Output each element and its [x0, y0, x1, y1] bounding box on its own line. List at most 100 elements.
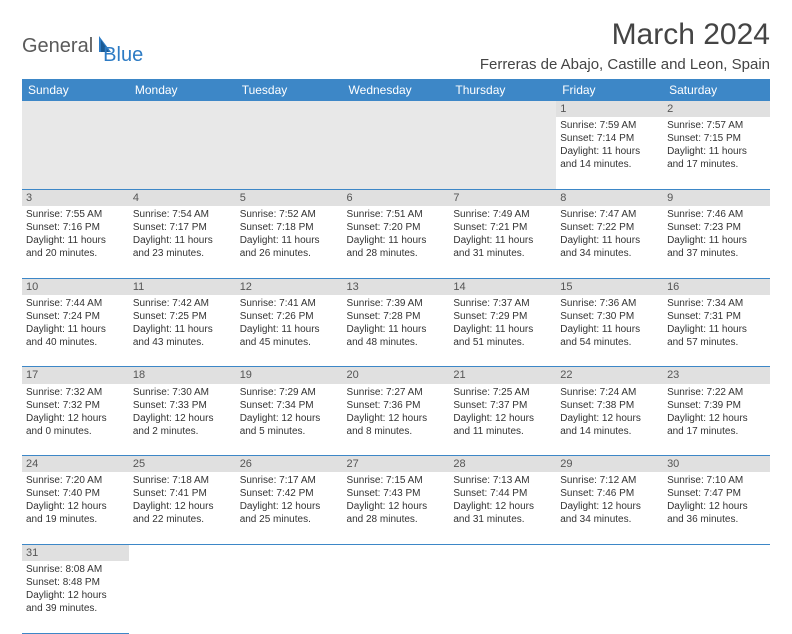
day-number: 13 [347, 281, 359, 293]
daynum-row: 3456789 [22, 189, 770, 206]
calendar-cell: Sunrise: 7:10 AMSunset: 7:47 PMDaylight:… [663, 472, 770, 544]
calendar-cell: Sunrise: 7:25 AMSunset: 7:37 PMDaylight:… [449, 384, 556, 456]
sunset-line: Sunset: 7:42 PM [240, 487, 339, 500]
daylight-line: Daylight: 11 hours and 26 minutes. [240, 234, 339, 260]
sunset-line: Sunset: 7:40 PM [26, 487, 125, 500]
day-number: 9 [667, 192, 673, 204]
daylight-line: Daylight: 11 hours and 45 minutes. [240, 323, 339, 349]
daynum-cell: 18 [129, 367, 236, 384]
daynum-cell: 31 [22, 544, 129, 561]
sunset-line: Sunset: 7:29 PM [453, 310, 552, 323]
sunset-line: Sunset: 7:44 PM [453, 487, 552, 500]
day-number: 23 [667, 369, 679, 381]
daylight-line: Daylight: 11 hours and 17 minutes. [667, 145, 766, 171]
sunset-line: Sunset: 7:23 PM [667, 221, 766, 234]
daynum-cell: 19 [236, 367, 343, 384]
daylight-line: Daylight: 12 hours and 17 minutes. [667, 412, 766, 438]
day-number: 8 [560, 192, 566, 204]
daynum-cell: 26 [236, 456, 343, 473]
day-number: 20 [347, 369, 359, 381]
daylight-line: Daylight: 12 hours and 31 minutes. [453, 500, 552, 526]
sunset-line: Sunset: 7:37 PM [453, 399, 552, 412]
sunset-line: Sunset: 7:17 PM [133, 221, 232, 234]
daynum-cell: 13 [343, 278, 450, 295]
calendar-cell: Sunrise: 7:47 AMSunset: 7:22 PMDaylight:… [556, 206, 663, 278]
weekday-header: Sunday [22, 79, 129, 101]
daylight-line: Daylight: 12 hours and 28 minutes. [347, 500, 446, 526]
sunrise-line: Sunrise: 7:51 AM [347, 208, 446, 221]
sunrise-line: Sunrise: 7:15 AM [347, 474, 446, 487]
calendar-cell: Sunrise: 7:39 AMSunset: 7:28 PMDaylight:… [343, 295, 450, 367]
calendar-cell: Sunrise: 7:36 AMSunset: 7:30 PMDaylight:… [556, 295, 663, 367]
daynum-cell: 23 [663, 367, 770, 384]
calendar-cell: Sunrise: 7:15 AMSunset: 7:43 PMDaylight:… [343, 472, 450, 544]
daynum-cell: 20 [343, 367, 450, 384]
sunset-line: Sunset: 7:36 PM [347, 399, 446, 412]
sunset-line: Sunset: 7:26 PM [240, 310, 339, 323]
daynum-row: 17181920212223 [22, 367, 770, 384]
daynum-row: 24252627282930 [22, 456, 770, 473]
calendar-cell: Sunrise: 7:22 AMSunset: 7:39 PMDaylight:… [663, 384, 770, 456]
day-number: 16 [667, 281, 679, 293]
location-text: Ferreras de Abajo, Castille and Leon, Sp… [480, 56, 770, 73]
calendar-cell [663, 561, 770, 633]
day-number: 26 [240, 458, 252, 470]
daynum-cell: 9 [663, 189, 770, 206]
calendar-cell [449, 561, 556, 633]
logo-text-blue: Blue [103, 44, 143, 67]
daynum-cell [129, 101, 236, 117]
daynum-row: 10111213141516 [22, 278, 770, 295]
day-number: 1 [560, 103, 566, 115]
daynum-cell: 6 [343, 189, 450, 206]
daylight-line: Daylight: 12 hours and 39 minutes. [26, 589, 125, 615]
daylight-line: Daylight: 12 hours and 0 minutes. [26, 412, 125, 438]
sunrise-line: Sunrise: 7:55 AM [26, 208, 125, 221]
sunset-line: Sunset: 7:15 PM [667, 132, 766, 145]
day-number: 12 [240, 281, 252, 293]
daylight-line: Daylight: 12 hours and 2 minutes. [133, 412, 232, 438]
calendar-cell: Sunrise: 7:59 AMSunset: 7:14 PMDaylight:… [556, 117, 663, 189]
calendar-table: Sunday Monday Tuesday Wednesday Thursday… [22, 79, 770, 634]
sunset-line: Sunset: 7:33 PM [133, 399, 232, 412]
calendar-cell [236, 117, 343, 189]
day-number: 5 [240, 192, 246, 204]
calendar-cell: Sunrise: 7:24 AMSunset: 7:38 PMDaylight:… [556, 384, 663, 456]
day-number: 31 [26, 547, 38, 559]
sunset-line: Sunset: 7:47 PM [667, 487, 766, 500]
sunset-line: Sunset: 7:16 PM [26, 221, 125, 234]
calendar-cell: Sunrise: 7:12 AMSunset: 7:46 PMDaylight:… [556, 472, 663, 544]
day-number: 28 [453, 458, 465, 470]
daynum-cell: 30 [663, 456, 770, 473]
daylight-line: Daylight: 11 hours and 54 minutes. [560, 323, 659, 349]
calendar-cell: Sunrise: 7:52 AMSunset: 7:18 PMDaylight:… [236, 206, 343, 278]
calendar-cell: Sunrise: 7:37 AMSunset: 7:29 PMDaylight:… [449, 295, 556, 367]
calendar-cell [22, 117, 129, 189]
calendar-cell [236, 561, 343, 633]
calendar-cell [129, 117, 236, 189]
calendar-cell: Sunrise: 7:27 AMSunset: 7:36 PMDaylight:… [343, 384, 450, 456]
sunrise-line: Sunrise: 7:13 AM [453, 474, 552, 487]
calendar-cell: Sunrise: 7:30 AMSunset: 7:33 PMDaylight:… [129, 384, 236, 456]
sunrise-line: Sunrise: 7:32 AM [26, 386, 125, 399]
sunrise-line: Sunrise: 7:57 AM [667, 119, 766, 132]
sunset-line: Sunset: 7:20 PM [347, 221, 446, 234]
daynum-cell: 29 [556, 456, 663, 473]
daylight-line: Daylight: 11 hours and 20 minutes. [26, 234, 125, 260]
daynum-cell: 17 [22, 367, 129, 384]
sunset-line: Sunset: 7:34 PM [240, 399, 339, 412]
sunrise-line: Sunrise: 7:52 AM [240, 208, 339, 221]
daynum-cell [343, 544, 450, 561]
daynum-cell: 14 [449, 278, 556, 295]
sunrise-line: Sunrise: 7:37 AM [453, 297, 552, 310]
day-number: 19 [240, 369, 252, 381]
sunrise-line: Sunrise: 7:54 AM [133, 208, 232, 221]
day-number: 22 [560, 369, 572, 381]
day-number: 27 [347, 458, 359, 470]
daynum-cell [236, 544, 343, 561]
sunrise-line: Sunrise: 7:42 AM [133, 297, 232, 310]
daylight-line: Daylight: 12 hours and 25 minutes. [240, 500, 339, 526]
sunset-line: Sunset: 7:21 PM [453, 221, 552, 234]
calendar-cell: Sunrise: 7:57 AMSunset: 7:15 PMDaylight:… [663, 117, 770, 189]
sunrise-line: Sunrise: 7:22 AM [667, 386, 766, 399]
sunset-line: Sunset: 7:24 PM [26, 310, 125, 323]
